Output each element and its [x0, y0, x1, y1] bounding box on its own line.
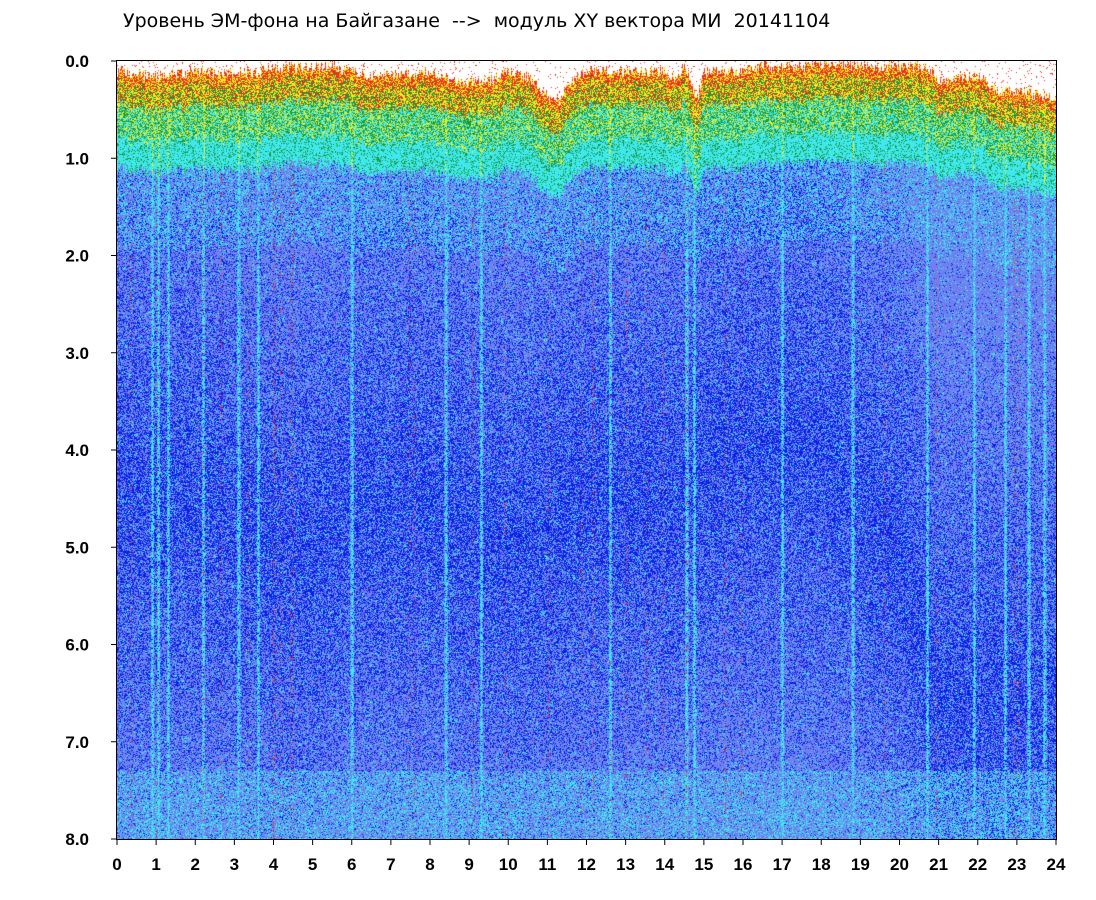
x-tick-label: 18: [812, 855, 831, 874]
y-tick-label: 7.0: [65, 733, 89, 752]
x-tick-label: 22: [968, 855, 987, 874]
x-tick-label: 17: [773, 855, 792, 874]
x-tick-label: 2: [191, 855, 200, 874]
y-tick-label: 2.0: [65, 247, 89, 266]
x-tick-label: 1: [151, 855, 160, 874]
y-tick-label: 8.0: [65, 830, 89, 849]
x-tick-label: 7: [386, 855, 395, 874]
x-tick-label: 8: [425, 855, 434, 874]
y-tick-label: 5.0: [65, 538, 89, 557]
x-tick-label: 10: [499, 855, 518, 874]
x-axis: 0 1 2 3 4 5 6 7 8 9 10 11 12 13 14 15 16 17 18 19 20 21 22 23 24: [112, 839, 1066, 874]
x-tick-label: 4: [269, 855, 279, 874]
x-tick-label: 6: [347, 855, 356, 874]
density-heatmap: [117, 61, 1056, 839]
y-tick-label: 4.0: [65, 441, 89, 460]
x-tick-label: 16: [734, 855, 753, 874]
x-tick-label: 23: [1007, 855, 1026, 874]
y-tick-label: 3.0: [65, 344, 89, 363]
x-tick-label: 24: [1047, 855, 1066, 874]
x-tick-label: 11: [538, 855, 556, 874]
y-tick-label: 0.0: [65, 52, 89, 71]
x-tick-label: 19: [851, 855, 870, 874]
x-tick-label: 9: [464, 855, 473, 874]
x-tick-label: 21: [929, 855, 948, 874]
x-tick-label: 3: [230, 855, 239, 874]
x-tick-label: 14: [655, 855, 674, 874]
y-tick-label: 6.0: [65, 636, 89, 655]
y-tick-label: 1.0: [65, 149, 89, 168]
x-tick-label: 20: [890, 855, 909, 874]
chart-title: Уровень ЭМ-фона на Байгазане --> модуль …: [123, 10, 831, 32]
x-tick-label: 13: [616, 855, 635, 874]
y-axis: 0.0 1.0 2.0 3.0 4.0 5.0 6.0 7.0 8.0: [65, 52, 117, 849]
x-tick-label: 5: [308, 855, 317, 874]
x-tick-label: 0: [112, 855, 121, 874]
x-tick-label: 12: [577, 855, 596, 874]
x-tick-label: 15: [694, 855, 713, 874]
